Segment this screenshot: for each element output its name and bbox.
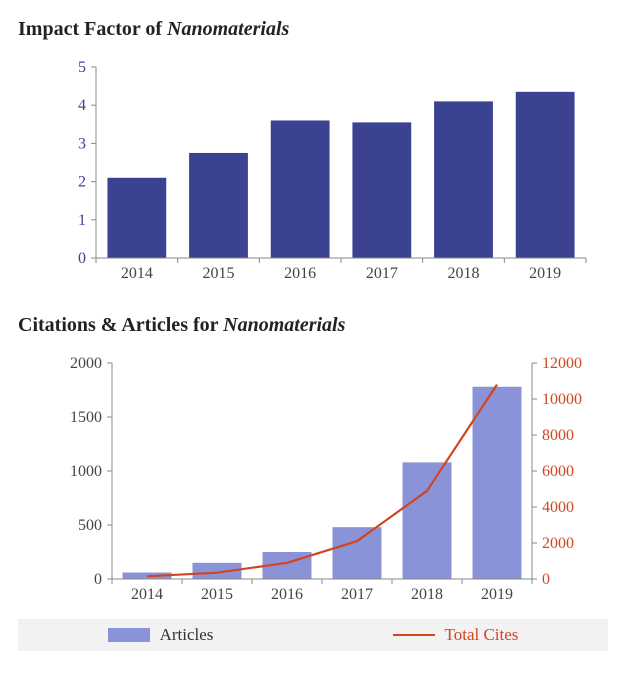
chart2-bar	[473, 387, 522, 579]
chart2-ytick-left: 1500	[70, 409, 102, 426]
chart2-bar	[403, 462, 452, 579]
citations-articles-chart: 0 500 1000 1500 2000 0 2000 4000 6000 8000 10000 12…	[18, 349, 608, 609]
chart2-xtick: 2017	[341, 586, 373, 603]
legend-swatch-cites	[393, 634, 435, 636]
chart1-bar	[434, 101, 493, 258]
chart2-legend: Articles Total Cites	[18, 619, 608, 651]
chart2-title-prefix: Citations & Articles for	[18, 314, 223, 336]
chart2-xtick: 2018	[411, 586, 443, 603]
chart1-title: Impact Factor of Nanomaterials	[18, 18, 608, 41]
legend-label-cites: Total Cites	[445, 625, 519, 645]
chart1-xtick: 2014	[121, 265, 153, 282]
chart1-xtick: 2016	[284, 265, 316, 282]
chart2-ytick-left: 1000	[70, 463, 102, 480]
chart1-bar	[107, 178, 166, 258]
chart1-ytick: 2	[78, 174, 86, 191]
chart2-ytick-right: 4000	[542, 499, 574, 516]
chart1-bar	[516, 92, 575, 258]
legend-label-articles: Articles	[160, 625, 214, 645]
chart2-ytick-right: 12000	[542, 355, 582, 372]
chart1-xtick: 2018	[448, 265, 480, 282]
chart2-title-emph: Nanomaterials	[223, 314, 345, 336]
chart2-title: Citations & Articles for Nanomaterials	[18, 314, 608, 337]
chart1-title-prefix: Impact Factor of	[18, 18, 167, 40]
chart1-xtick: 2019	[529, 265, 561, 282]
chart2-ytick-right: 2000	[542, 535, 574, 552]
chart1-svg: 0 1 2 3 4 5 2014 2015 2016 2017 2018 2019	[18, 53, 608, 288]
chart2-ytick-right: 10000	[542, 391, 582, 408]
chart2-xtick: 2014	[131, 586, 163, 603]
chart2-ytick-left: 500	[78, 517, 102, 534]
chart2-bar	[333, 527, 382, 579]
chart2-svg: 0 500 1000 1500 2000 0 2000 4000 6000 8000 10000 12…	[18, 349, 608, 609]
chart1-ytick: 4	[78, 97, 86, 114]
chart1-bar	[189, 153, 248, 258]
chart2-xtick: 2015	[201, 586, 233, 603]
legend-item-articles: Articles	[108, 625, 214, 645]
legend-item-cites: Total Cites	[393, 625, 519, 645]
chart2-xtick: 2016	[271, 586, 303, 603]
chart1-xtick: 2017	[366, 265, 398, 282]
chart2-ytick-right: 0	[542, 571, 550, 588]
impact-factor-chart: 0 1 2 3 4 5 2014 2015 2016 2017 2018 2019	[18, 53, 608, 288]
chart1-bar	[271, 120, 330, 258]
chart2-ytick-right: 6000	[542, 463, 574, 480]
chart2-ytick-left: 2000	[70, 355, 102, 372]
chart1-bar	[352, 122, 411, 258]
chart1-ytick: 0	[78, 250, 86, 267]
chart1-xtick: 2015	[203, 265, 235, 282]
chart2-xtick: 2019	[481, 586, 513, 603]
chart2-ytick-left: 0	[94, 571, 102, 588]
chart1-ytick: 5	[78, 59, 86, 76]
chart2-ytick-right: 8000	[542, 427, 574, 444]
chart1-ytick: 3	[78, 135, 86, 152]
chart1-ytick: 1	[78, 212, 86, 229]
legend-swatch-articles	[108, 628, 150, 642]
chart1-title-emph: Nanomaterials	[167, 18, 289, 40]
